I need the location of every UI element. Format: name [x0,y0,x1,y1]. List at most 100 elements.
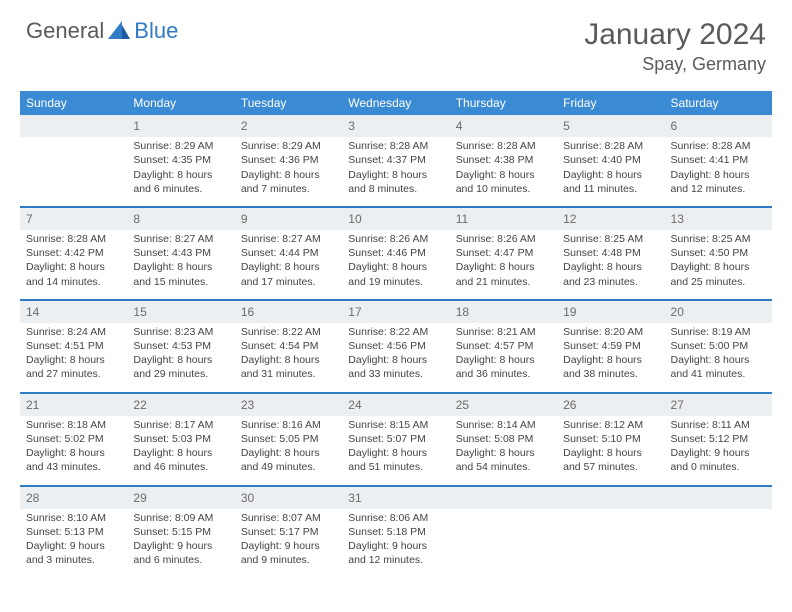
day-cell-line: Sunrise: 8:14 AM [456,418,551,432]
day-cell-line: and 46 minutes. [133,460,228,474]
day-cell-line: Sunset: 5:13 PM [26,525,121,539]
day-number: 24 [342,393,449,416]
day-cell-line: Sunrise: 8:27 AM [133,232,228,246]
day-cell-line: Sunset: 5:03 PM [133,432,228,446]
day-cell: Sunrise: 8:19 AMSunset: 5:00 PMDaylight:… [665,323,772,393]
day-cell: Sunrise: 8:29 AMSunset: 4:35 PMDaylight:… [127,137,234,207]
day-cell-line: Daylight: 8 hours [563,446,658,460]
day-number-row: 123456 [20,115,772,137]
day-cell-line: Sunset: 5:18 PM [348,525,443,539]
day-number: 3 [342,115,449,137]
day-number: 14 [20,300,127,323]
title-block: January 2024 Spay, Germany [584,18,766,75]
day-number [20,115,127,137]
day-number: 30 [235,486,342,509]
day-number: 23 [235,393,342,416]
day-cell-line: Sunrise: 8:28 AM [671,139,766,153]
day-cell [665,509,772,578]
day-cell: Sunrise: 8:20 AMSunset: 4:59 PMDaylight:… [557,323,664,393]
day-cell-line: and 8 minutes. [348,182,443,196]
day-cell-line: Sunrise: 8:20 AM [563,325,658,339]
day-cell-line: and 7 minutes. [241,182,336,196]
weekday-header: Friday [557,91,664,115]
day-cell-line: and 19 minutes. [348,275,443,289]
day-cell-line: Sunset: 5:15 PM [133,525,228,539]
day-cell-line: and 38 minutes. [563,367,658,381]
day-cell-line: and 17 minutes. [241,275,336,289]
day-data-row: Sunrise: 8:28 AMSunset: 4:42 PMDaylight:… [20,230,772,300]
day-cell-line: Daylight: 8 hours [348,168,443,182]
day-cell-line: Sunrise: 8:28 AM [348,139,443,153]
brand-triangle-icon [108,21,130,44]
day-number: 1 [127,115,234,137]
day-cell-line: Sunrise: 8:17 AM [133,418,228,432]
day-cell-line: Sunset: 4:43 PM [133,246,228,260]
day-cell-line: Daylight: 8 hours [348,353,443,367]
day-cell-line: Daylight: 8 hours [241,168,336,182]
day-cell-line: and 6 minutes. [133,182,228,196]
day-cell-line: Sunrise: 8:27 AM [241,232,336,246]
day-cell-line: Daylight: 8 hours [671,353,766,367]
day-cell: Sunrise: 8:18 AMSunset: 5:02 PMDaylight:… [20,416,127,486]
day-cell-line: Sunrise: 8:26 AM [348,232,443,246]
day-number: 15 [127,300,234,323]
day-number-row: 14151617181920 [20,300,772,323]
day-cell-line: Sunrise: 8:10 AM [26,511,121,525]
day-cell-line: Sunset: 4:54 PM [241,339,336,353]
brand-part1: General [26,18,104,44]
day-number: 27 [665,393,772,416]
day-cell-line: Sunrise: 8:16 AM [241,418,336,432]
day-cell [450,509,557,578]
day-cell-line: Daylight: 8 hours [456,446,551,460]
day-number [450,486,557,509]
calendar-table: Sunday Monday Tuesday Wednesday Thursday… [20,91,772,577]
day-cell-line: Sunset: 4:36 PM [241,153,336,167]
day-cell-line: Sunrise: 8:28 AM [456,139,551,153]
day-cell: Sunrise: 8:24 AMSunset: 4:51 PMDaylight:… [20,323,127,393]
day-number: 26 [557,393,664,416]
day-cell-line: and 29 minutes. [133,367,228,381]
day-cell: Sunrise: 8:27 AMSunset: 4:43 PMDaylight:… [127,230,234,300]
day-cell: Sunrise: 8:28 AMSunset: 4:40 PMDaylight:… [557,137,664,207]
day-number: 22 [127,393,234,416]
day-cell-line: Daylight: 8 hours [26,353,121,367]
day-number: 8 [127,207,234,230]
day-cell: Sunrise: 8:12 AMSunset: 5:10 PMDaylight:… [557,416,664,486]
day-cell-line: and 12 minutes. [671,182,766,196]
day-cell-line: Sunset: 4:59 PM [563,339,658,353]
day-number-row: 78910111213 [20,207,772,230]
day-cell-line: and 49 minutes. [241,460,336,474]
day-cell-line: Sunrise: 8:15 AM [348,418,443,432]
day-cell-line: Sunset: 4:53 PM [133,339,228,353]
day-cell: Sunrise: 8:28 AMSunset: 4:37 PMDaylight:… [342,137,449,207]
day-cell-line: Sunset: 4:35 PM [133,153,228,167]
day-number: 5 [557,115,664,137]
day-cell: Sunrise: 8:21 AMSunset: 4:57 PMDaylight:… [450,323,557,393]
day-number: 21 [20,393,127,416]
day-cell-line: Sunset: 4:41 PM [671,153,766,167]
day-cell-line: Daylight: 9 hours [348,539,443,553]
day-cell-line: Daylight: 8 hours [133,260,228,274]
day-cell-line: and 27 minutes. [26,367,121,381]
day-number: 16 [235,300,342,323]
day-cell-line: Daylight: 8 hours [456,260,551,274]
day-cell: Sunrise: 8:11 AMSunset: 5:12 PMDaylight:… [665,416,772,486]
day-cell-line: Daylight: 9 hours [133,539,228,553]
day-cell: Sunrise: 8:17 AMSunset: 5:03 PMDaylight:… [127,416,234,486]
day-cell: Sunrise: 8:10 AMSunset: 5:13 PMDaylight:… [20,509,127,578]
day-cell: Sunrise: 8:29 AMSunset: 4:36 PMDaylight:… [235,137,342,207]
day-cell-line: and 41 minutes. [671,367,766,381]
day-cell-line: Daylight: 8 hours [456,353,551,367]
day-cell-line: Sunset: 5:02 PM [26,432,121,446]
day-cell: Sunrise: 8:27 AMSunset: 4:44 PMDaylight:… [235,230,342,300]
weekday-header: Saturday [665,91,772,115]
day-cell-line: Daylight: 9 hours [26,539,121,553]
day-cell-line: Daylight: 8 hours [563,260,658,274]
day-cell-line: Daylight: 8 hours [348,446,443,460]
day-cell-line: Sunrise: 8:23 AM [133,325,228,339]
day-cell-line: Sunrise: 8:22 AM [241,325,336,339]
day-cell-line: Sunrise: 8:25 AM [563,232,658,246]
day-cell-line: Daylight: 8 hours [241,260,336,274]
day-cell: Sunrise: 8:25 AMSunset: 4:50 PMDaylight:… [665,230,772,300]
day-number: 18 [450,300,557,323]
